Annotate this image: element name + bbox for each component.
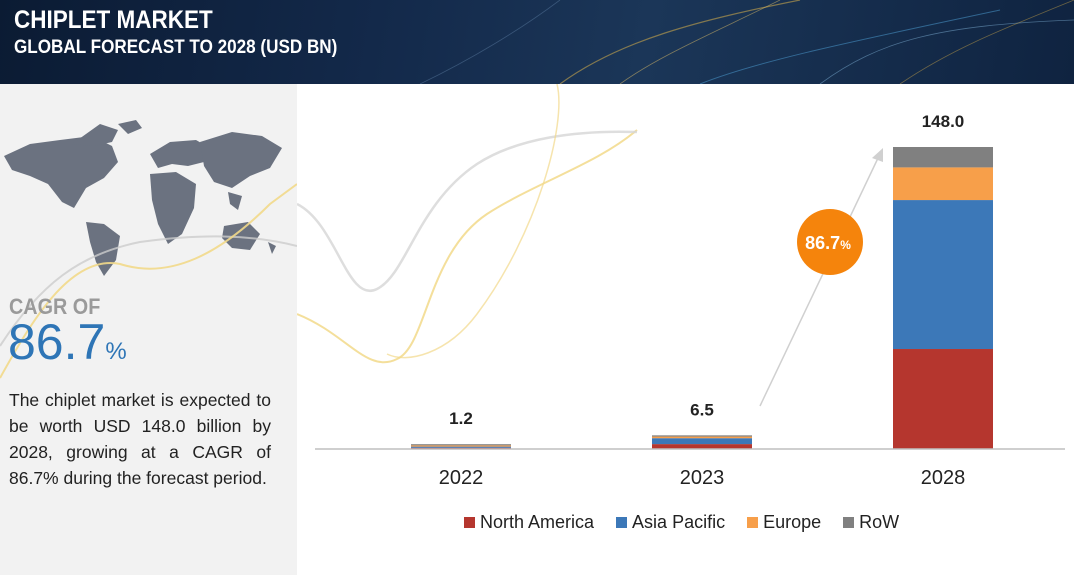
header-light-trails — [419, 0, 1074, 84]
x-tick-label-2028: 2028 — [921, 467, 966, 489]
world-map-icon — [4, 120, 282, 276]
chart-title: CHIPLET MARKET — [14, 6, 213, 34]
legend-label: RoW — [859, 512, 900, 532]
x-tick-label-2022: 2022 — [439, 467, 484, 489]
summary-panel: CAGR OF 86.7% The chiplet market is expe… — [0, 84, 297, 575]
summary-description: The chiplet market is expected to be wor… — [9, 390, 271, 488]
decorative-curves — [0, 183, 297, 379]
bar-2022-segment-asia-pacific — [411, 446, 511, 448]
growth-arrow-head — [872, 148, 883, 162]
bar-2022-segment-europe — [411, 445, 511, 447]
bar-2028-segment-europe — [893, 167, 993, 201]
total-label-2028: 148.0 — [922, 112, 965, 131]
growth-badge — [797, 209, 863, 275]
legend-swatch — [843, 517, 855, 528]
bar-2022-segment-row — [411, 444, 511, 446]
decorative-curve-gold — [296, 129, 638, 364]
legend-swatch — [616, 517, 628, 528]
cagr-unit: % — [105, 338, 127, 365]
total-label-2022: 1.2 — [449, 409, 473, 428]
total-label-2023: 6.5 — [690, 400, 714, 419]
legend-swatch — [747, 517, 759, 528]
bar-2028-segment-asia-pacific — [893, 200, 993, 350]
legend-label: Asia Pacific — [632, 512, 726, 532]
cagr-number: 86.7 — [8, 314, 106, 370]
stacked-bar-chart: 1.2 2022 6.5 2023 148.0 2028 86.7% — [296, 83, 1065, 489]
bar-2028-segment-north-america — [893, 349, 993, 449]
legend-item-asia-pacific: Asia Pacific — [616, 512, 725, 533]
cagr-value: 86.7% — [8, 312, 127, 382]
bar-2028-segment-row — [893, 147, 993, 168]
legend-item-north-america: North America — [464, 512, 594, 533]
legend-label: Europe — [763, 512, 822, 532]
growth-badge-label: 86.7% — [805, 233, 851, 253]
cagr-label: CAGR OF — [9, 294, 101, 319]
bar-2023-segment-row — [652, 435, 752, 437]
x-tick-label-2023: 2023 — [680, 467, 725, 489]
chart-area: 1.2 2022 6.5 2023 148.0 2028 86.7% — [296, 83, 1074, 575]
decorative-curve-grey — [296, 130, 638, 293]
chart-legend: North America Asia Pacific Europe RoW — [464, 512, 899, 533]
header-banner: CHIPLET MARKET GLOBAL FORECAST TO 2028 (… — [0, 0, 1074, 84]
bar-2023-segment-asia-pacific — [652, 438, 752, 445]
legend-item-europe: Europe — [747, 512, 821, 533]
chart-subtitle: GLOBAL FORECAST TO 2028 (USD BN) — [14, 37, 338, 58]
bar-2023-segment-north-america — [652, 444, 752, 449]
decorative-curve-gold-2 — [386, 83, 560, 359]
legend-item-row: RoW — [843, 512, 899, 533]
growth-arrow-line — [759, 155, 880, 407]
legend-swatch — [464, 517, 475, 528]
legend-label: North America — [480, 512, 595, 532]
bar-2023-segment-europe — [652, 436, 752, 439]
